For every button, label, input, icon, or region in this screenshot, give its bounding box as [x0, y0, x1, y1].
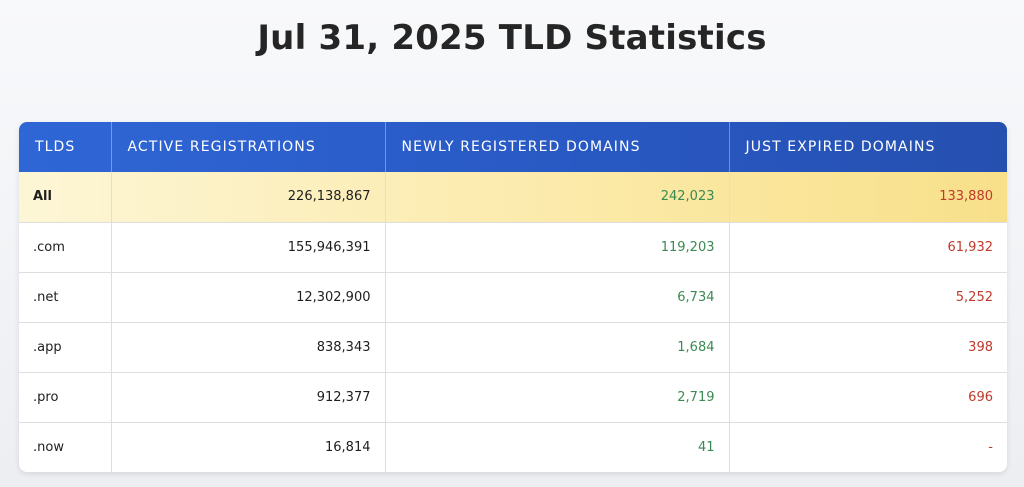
- header-row: TLDS ACTIVE REGISTRATIONS NEWLY REGISTER…: [19, 122, 1007, 172]
- table-header: TLDS ACTIVE REGISTRATIONS NEWLY REGISTER…: [19, 122, 1007, 172]
- tld-cell: .now: [19, 422, 112, 472]
- newly-registered-cell: 41: [385, 422, 730, 472]
- newly-registered-cell: 242,023: [385, 172, 730, 222]
- tld-cell: .app: [19, 322, 112, 372]
- just-expired-cell: 398: [968, 339, 993, 355]
- tld-statistics-table: TLDS ACTIVE REGISTRATIONS NEWLY REGISTER…: [19, 122, 1007, 472]
- table-row: .net 12,302,900 6,734 5,252: [19, 272, 1007, 322]
- newly-registered-cell: 2,719: [385, 372, 730, 422]
- stats-table: TLDS ACTIVE REGISTRATIONS NEWLY REGISTER…: [19, 122, 1007, 472]
- newly-registered-cell: 119,203: [385, 222, 730, 272]
- column-header-tlds: TLDS: [19, 122, 112, 172]
- just-expired-cell: 61,932: [947, 239, 994, 255]
- just-expired-cell: -: [988, 439, 993, 455]
- active-registrations-cell: 16,814: [111, 422, 386, 472]
- active-registrations-cell: 226,138,867: [111, 172, 386, 222]
- column-header-active-registrations: ACTIVE REGISTRATIONS: [111, 122, 386, 172]
- table-row: .pro 912,377 2,719 696: [19, 372, 1007, 422]
- active-registrations-cell: 838,343: [111, 322, 386, 372]
- just-expired-cell: 133,880: [939, 189, 993, 205]
- active-registrations-cell: 912,377: [111, 372, 386, 422]
- table-row: .now 16,814 41 -: [19, 422, 1007, 472]
- tld-cell: .net: [19, 272, 112, 322]
- table-row-all: All 226,138,867 242,023 133,880: [19, 172, 1007, 222]
- active-registrations-cell: 155,946,391: [111, 222, 386, 272]
- column-header-just-expired: JUST EXPIRED DOMAINS: [745, 139, 936, 155]
- tld-cell: All: [19, 172, 112, 222]
- tld-cell: .com: [19, 222, 112, 272]
- newly-registered-cell: 1,684: [385, 322, 730, 372]
- table-body: All 226,138,867 242,023 133,880 .com 155…: [19, 172, 1007, 472]
- table-row: .com 155,946,391 119,203 61,932: [19, 222, 1007, 272]
- just-expired-cell: 5,252: [955, 289, 993, 305]
- page-title: Jul 31, 2025 TLD Statistics: [257, 18, 767, 58]
- active-registrations-cell: 12,302,900: [111, 272, 386, 322]
- column-header-newly-registered: NEWLY REGISTERED DOMAINS: [385, 122, 730, 172]
- just-expired-cell: 696: [968, 389, 993, 405]
- table-row: .app 838,343 1,684 398: [19, 322, 1007, 372]
- tld-cell: .pro: [19, 372, 112, 422]
- newly-registered-cell: 6,734: [385, 272, 730, 322]
